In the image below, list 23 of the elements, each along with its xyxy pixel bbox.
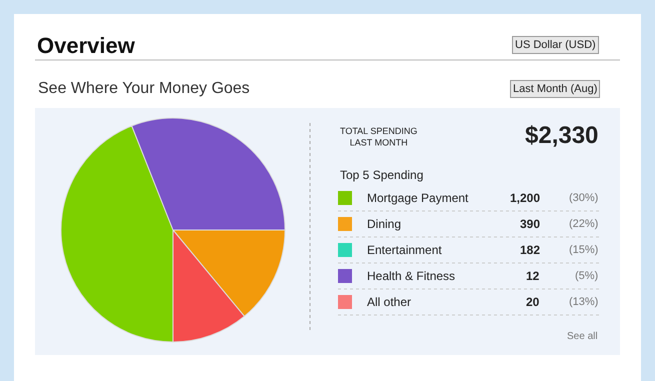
data-label: 12 [526,269,540,283]
text: See all [567,331,598,342]
category-label: Mortgage Payment [367,191,470,205]
text: Top 5 Spending [340,168,424,182]
text: Last Month (Aug) [513,83,598,95]
data-label: 1,200 [510,191,540,205]
text: (22%) [569,218,598,230]
chart-title: Overview [37,33,136,58]
text: (30%) [569,192,598,204]
text: (13%) [569,296,598,308]
chart-subtitle: See Where Your Money Goes [38,80,250,97]
category-label: Dining [367,217,402,231]
category-label: All other [367,295,412,309]
text: TOTAL SPENDING LAST MONTH [340,126,418,148]
text: US Dollar (USD) [515,39,596,51]
data-label: 20 [526,295,540,309]
text: (15%) [569,244,598,256]
text: $2,330 [525,122,598,149]
data-label: 390 [520,217,540,231]
text: (5%) [575,270,598,282]
category-label: Entertainment [367,243,442,257]
category-label: Health & Fitness [367,269,456,283]
data-label: 182 [520,243,540,257]
